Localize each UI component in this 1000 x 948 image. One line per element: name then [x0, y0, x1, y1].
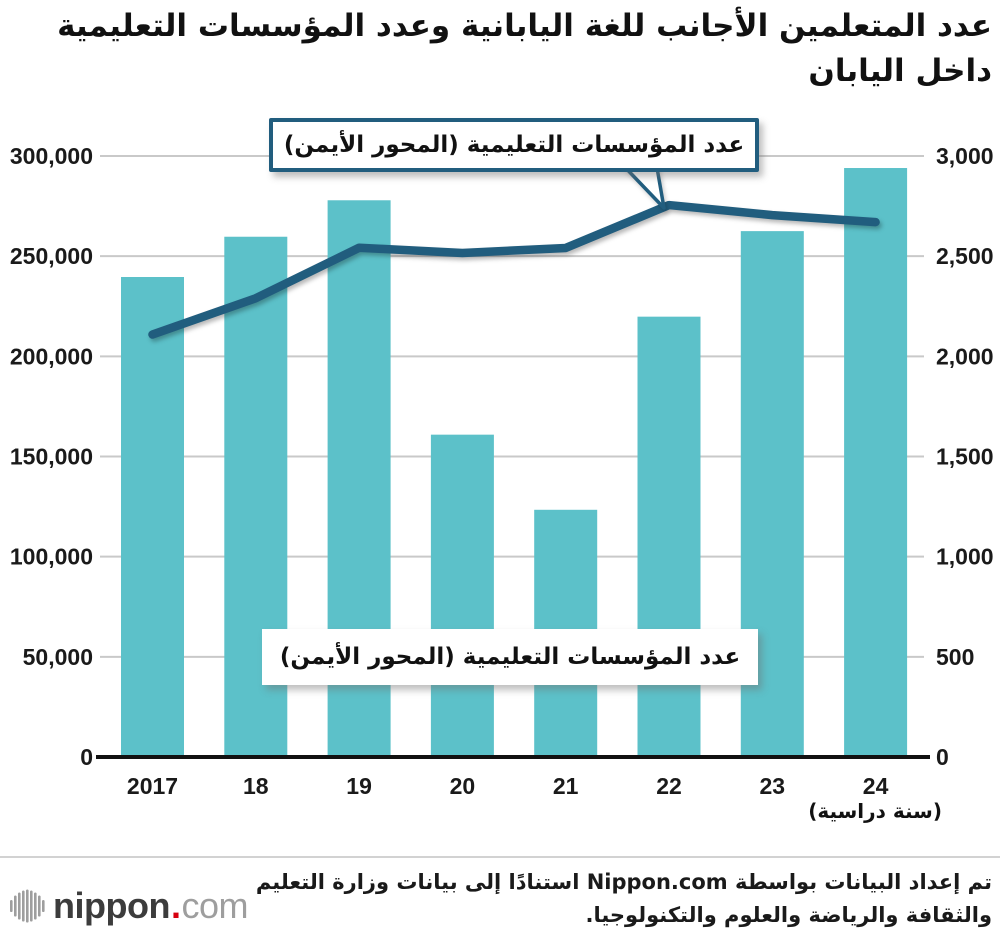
- left-axis-tick-label: 150,000: [10, 444, 93, 470]
- chart-title-line2: داخل اليابان: [808, 53, 992, 89]
- left-axis-tick-label: 200,000: [10, 343, 93, 369]
- source-line2: والثقافة والرياضة والعلوم والتكنولوجيا.: [585, 903, 992, 927]
- bar-24: [844, 168, 908, 757]
- x-axis-unit-note: (سنة دراسية): [808, 799, 942, 823]
- bar-series-callout: عدد المؤسسات التعليمية (المحور الأيمن): [262, 629, 758, 685]
- chart-title: عدد المتعلمين الأجانب للغة اليابانية وعد…: [7, 4, 992, 94]
- left-axis-tick-label: 250,000: [10, 243, 93, 269]
- chart-title-line1: عدد المتعلمين الأجانب للغة اليابانية وعد…: [57, 8, 992, 44]
- x-axis-label-22: 22: [656, 773, 682, 799]
- source-attribution: تم إعداد البيانات بواسطة Nippon.com استن…: [232, 866, 992, 932]
- institutions-line: [148, 200, 880, 339]
- line-series-callout-label: عدد المؤسسات التعليمية (المحور الأيمن): [283, 132, 745, 158]
- left-axis-tick-label: 50,000: [23, 644, 93, 670]
- right-axis-tick-label: 3,000: [936, 143, 994, 169]
- line-series-callout: عدد المؤسسات التعليمية (المحور الأيمن): [269, 118, 759, 172]
- right-axis-tick-label: 1,000: [936, 544, 994, 570]
- right-axis-tick-label: 2,000: [936, 343, 994, 369]
- x-axis-label-18: 18: [243, 773, 269, 799]
- left-axis-tick-label: 100,000: [10, 544, 93, 570]
- left-axis-tick-label: 0: [80, 744, 93, 770]
- bar-2017: [121, 277, 184, 757]
- footer-divider: [0, 856, 1000, 858]
- x-axis-label-2017: 2017: [127, 773, 178, 799]
- bar-20: [430, 434, 494, 757]
- x-axis-label-21: 21: [553, 773, 579, 799]
- nippon-com-logo-icon: [10, 889, 45, 923]
- right-axis-tick-label: 500: [936, 644, 974, 670]
- right-axis-tick-label: 0: [936, 744, 949, 770]
- nippon-com-logo-text: nippon.com: [53, 885, 248, 926]
- nippon-com-logo: nippon.com: [10, 880, 248, 932]
- left-axis-tick-label: 300,000: [10, 143, 93, 169]
- source-line1: تم إعداد البيانات بواسطة Nippon.com استن…: [255, 870, 992, 894]
- x-axis-label-24: 24: [863, 773, 889, 799]
- bar-22: [637, 316, 701, 757]
- bar-series-callout-label: عدد المؤسسات التعليمية (المحور الأيمن): [279, 644, 741, 670]
- x-axis-label-23: 23: [760, 773, 786, 799]
- x-axis-label-19: 19: [346, 773, 372, 799]
- x-axis-label-20: 20: [450, 773, 476, 799]
- right-axis-tick-label: 1,500: [936, 444, 994, 470]
- right-axis-tick-label: 2,500: [936, 243, 994, 269]
